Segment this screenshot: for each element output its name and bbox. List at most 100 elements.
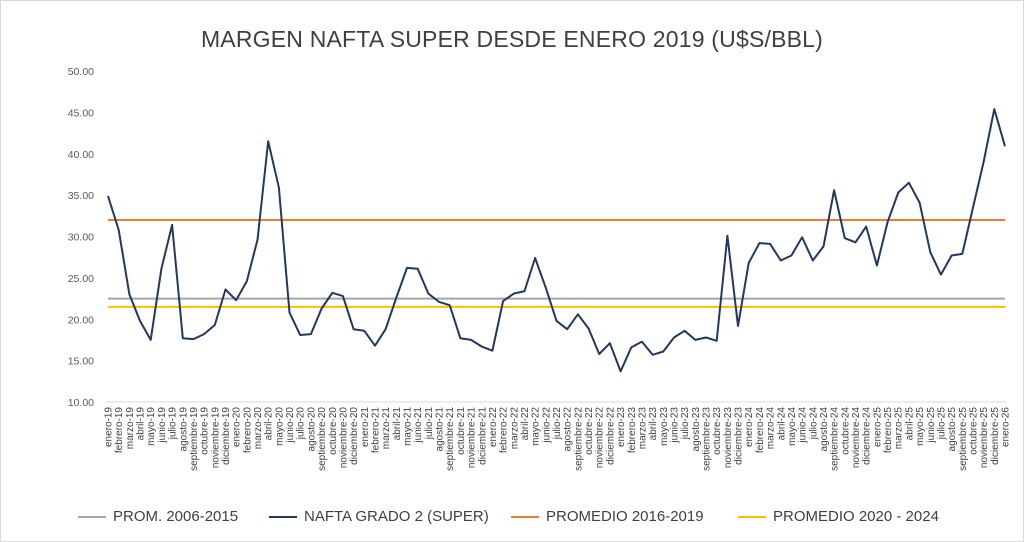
x-tick-label: enero-25 <box>872 407 883 447</box>
x-tick-label: mayo-25 <box>915 407 926 446</box>
x-tick-label: septiembre-23 <box>702 407 713 471</box>
x-axis-ticks: enero-19 febrero-19 marzo-19 abril-19 mayo-1… <box>104 407 1012 471</box>
x-tick-label: febrero-25 <box>883 407 894 454</box>
x-tick-label: octubre-19 <box>200 407 211 455</box>
reference-lines <box>108 218 1005 308</box>
x-tick-label: julio-24 <box>808 407 819 441</box>
x-tick-label: abril-24 <box>776 407 787 441</box>
x-tick-label: mayo-23 <box>659 407 670 446</box>
x-tick-label: abril-25 <box>904 407 915 441</box>
x-tick-label: agosto-24 <box>819 407 830 452</box>
x-tick-label: febrero-23 <box>627 407 638 454</box>
x-tick-label: julio-20 <box>296 407 307 441</box>
x-tick-label: febrero-19 <box>114 407 125 454</box>
y-tick-label: 20.00 <box>68 314 94 326</box>
x-tick-label: agosto-20 <box>306 407 317 452</box>
x-tick-label: septiembre-25 <box>958 407 969 471</box>
x-tick-label: julio-25 <box>936 407 947 441</box>
x-tick-label: mayo-19 <box>146 407 157 446</box>
series-line-nafta-grado-2 <box>107 108 1006 373</box>
legend-swatch <box>511 515 539 518</box>
x-tick-label: diciembre-19 <box>221 407 232 465</box>
legend-label: PROMEDIO 2020 - 2024 <box>773 508 939 525</box>
x-tick-label: diciembre-24 <box>862 407 873 465</box>
x-tick-label: marzo-21 <box>381 407 392 450</box>
chart-title: MARGEN NAFTA SUPER DESDE ENERO 2019 (U$S… <box>200 26 824 52</box>
x-tick-label: noviembre-22 <box>595 407 606 469</box>
x-tick-label: abril-20 <box>264 407 275 441</box>
x-tick-label: febrero-24 <box>755 407 766 454</box>
x-tick-label: marzo-20 <box>253 407 264 450</box>
series-lines <box>107 108 1006 373</box>
y-tick-label: 50.00 <box>68 66 94 78</box>
legend-swatch <box>269 515 297 518</box>
x-tick-label: mayo-22 <box>531 407 542 446</box>
y-tick-label: 40.00 <box>68 149 94 161</box>
x-tick-label: noviembre-23 <box>723 407 734 469</box>
x-tick-label: marzo-24 <box>766 407 777 450</box>
legend-swatch <box>738 515 766 518</box>
x-tick-label: octubre-23 <box>712 407 723 455</box>
x-tick-label: febrero-22 <box>499 407 510 454</box>
x-tick-label: abril-23 <box>648 407 659 441</box>
x-tick-label: junio-24 <box>798 407 809 444</box>
x-tick-label: diciembre-25 <box>990 407 1001 465</box>
x-tick-label: junio-21 <box>413 407 424 444</box>
x-tick-label: noviembre-21 <box>467 407 478 469</box>
x-tick-label: junio-25 <box>926 407 937 444</box>
x-tick-label: octubre-22 <box>584 407 595 455</box>
x-tick-label: septiembre-20 <box>317 407 328 471</box>
x-tick-label: enero-23 <box>616 407 627 447</box>
x-tick-label: agosto-25 <box>947 407 958 452</box>
x-tick-label: julio-19 <box>168 407 179 441</box>
x-tick-label: agosto-23 <box>691 407 702 452</box>
x-tick-label: marzo-22 <box>509 407 520 450</box>
x-tick-label: septiembre-24 <box>830 407 841 471</box>
x-tick-label: mayo-20 <box>274 407 285 446</box>
y-tick-label: 15.00 <box>68 356 94 368</box>
chart-legend: PROM. 2006-2015 NAFTA GRADO 2 (SUPER) PR… <box>0 508 1024 530</box>
legend-item-prom-2006-2015: PROM. 2006-2015 <box>78 508 238 525</box>
x-tick-label: marzo-19 <box>125 407 136 450</box>
x-tick-label: noviembre-19 <box>210 407 221 469</box>
x-tick-label: enero-21 <box>360 407 371 447</box>
x-tick-label: enero-26 <box>1001 407 1012 447</box>
x-tick-label: febrero-21 <box>370 407 381 454</box>
x-tick-label: noviembre-20 <box>338 407 349 469</box>
legend-label: PROMEDIO 2016-2019 <box>546 508 704 525</box>
legend-label: PROM. 2006-2015 <box>113 508 239 525</box>
x-tick-label: diciembre-21 <box>477 407 488 465</box>
x-tick-label: octubre-20 <box>328 407 339 455</box>
x-tick-label: agosto-21 <box>435 407 446 452</box>
x-tick-label: abril-21 <box>392 407 403 441</box>
x-tick-label: agosto-22 <box>563 407 574 452</box>
x-tick-label: junio-19 <box>157 407 168 444</box>
x-tick-label: noviembre-25 <box>979 407 990 469</box>
x-tick-label: enero-24 <box>744 407 755 447</box>
x-tick-label: febrero-20 <box>242 407 253 454</box>
y-axis-ticks: 10.00 15.00 20.00 25.00 30.00 35.00 40.00 45.00… <box>68 66 94 409</box>
x-tick-label: octubre-25 <box>968 407 979 455</box>
x-tick-label: agosto-19 <box>178 407 189 452</box>
x-tick-label: marzo-23 <box>637 407 648 450</box>
x-tick-label: mayo-21 <box>403 407 414 446</box>
y-tick-label: 35.00 <box>68 190 94 202</box>
x-tick-label: junio-20 <box>285 407 296 444</box>
y-tick-label: 30.00 <box>68 232 94 244</box>
x-tick-label: enero-22 <box>488 407 499 447</box>
x-tick-label: junio-23 <box>669 407 680 444</box>
x-tick-label: octubre-24 <box>840 407 851 455</box>
x-tick-label: enero-20 <box>232 407 243 447</box>
x-tick-label: octubre-21 <box>456 407 467 455</box>
x-tick-label: diciembre-20 <box>349 407 360 465</box>
y-tick-label: 45.00 <box>68 107 94 119</box>
x-tick-label: julio-21 <box>424 407 435 441</box>
x-tick-label: septiembre-22 <box>573 407 584 471</box>
x-tick-label: julio-23 <box>680 407 691 441</box>
legend-label: NAFTA GRADO 2 (SUPER) <box>304 508 489 525</box>
legend-item-promedio-2020-2024: PROMEDIO 2020 - 2024 <box>738 508 939 525</box>
x-tick-label: septiembre-21 <box>445 407 456 471</box>
x-tick-label: julio-22 <box>552 407 563 441</box>
legend-item-promedio-2016-2019: PROMEDIO 2016-2019 <box>511 508 704 525</box>
